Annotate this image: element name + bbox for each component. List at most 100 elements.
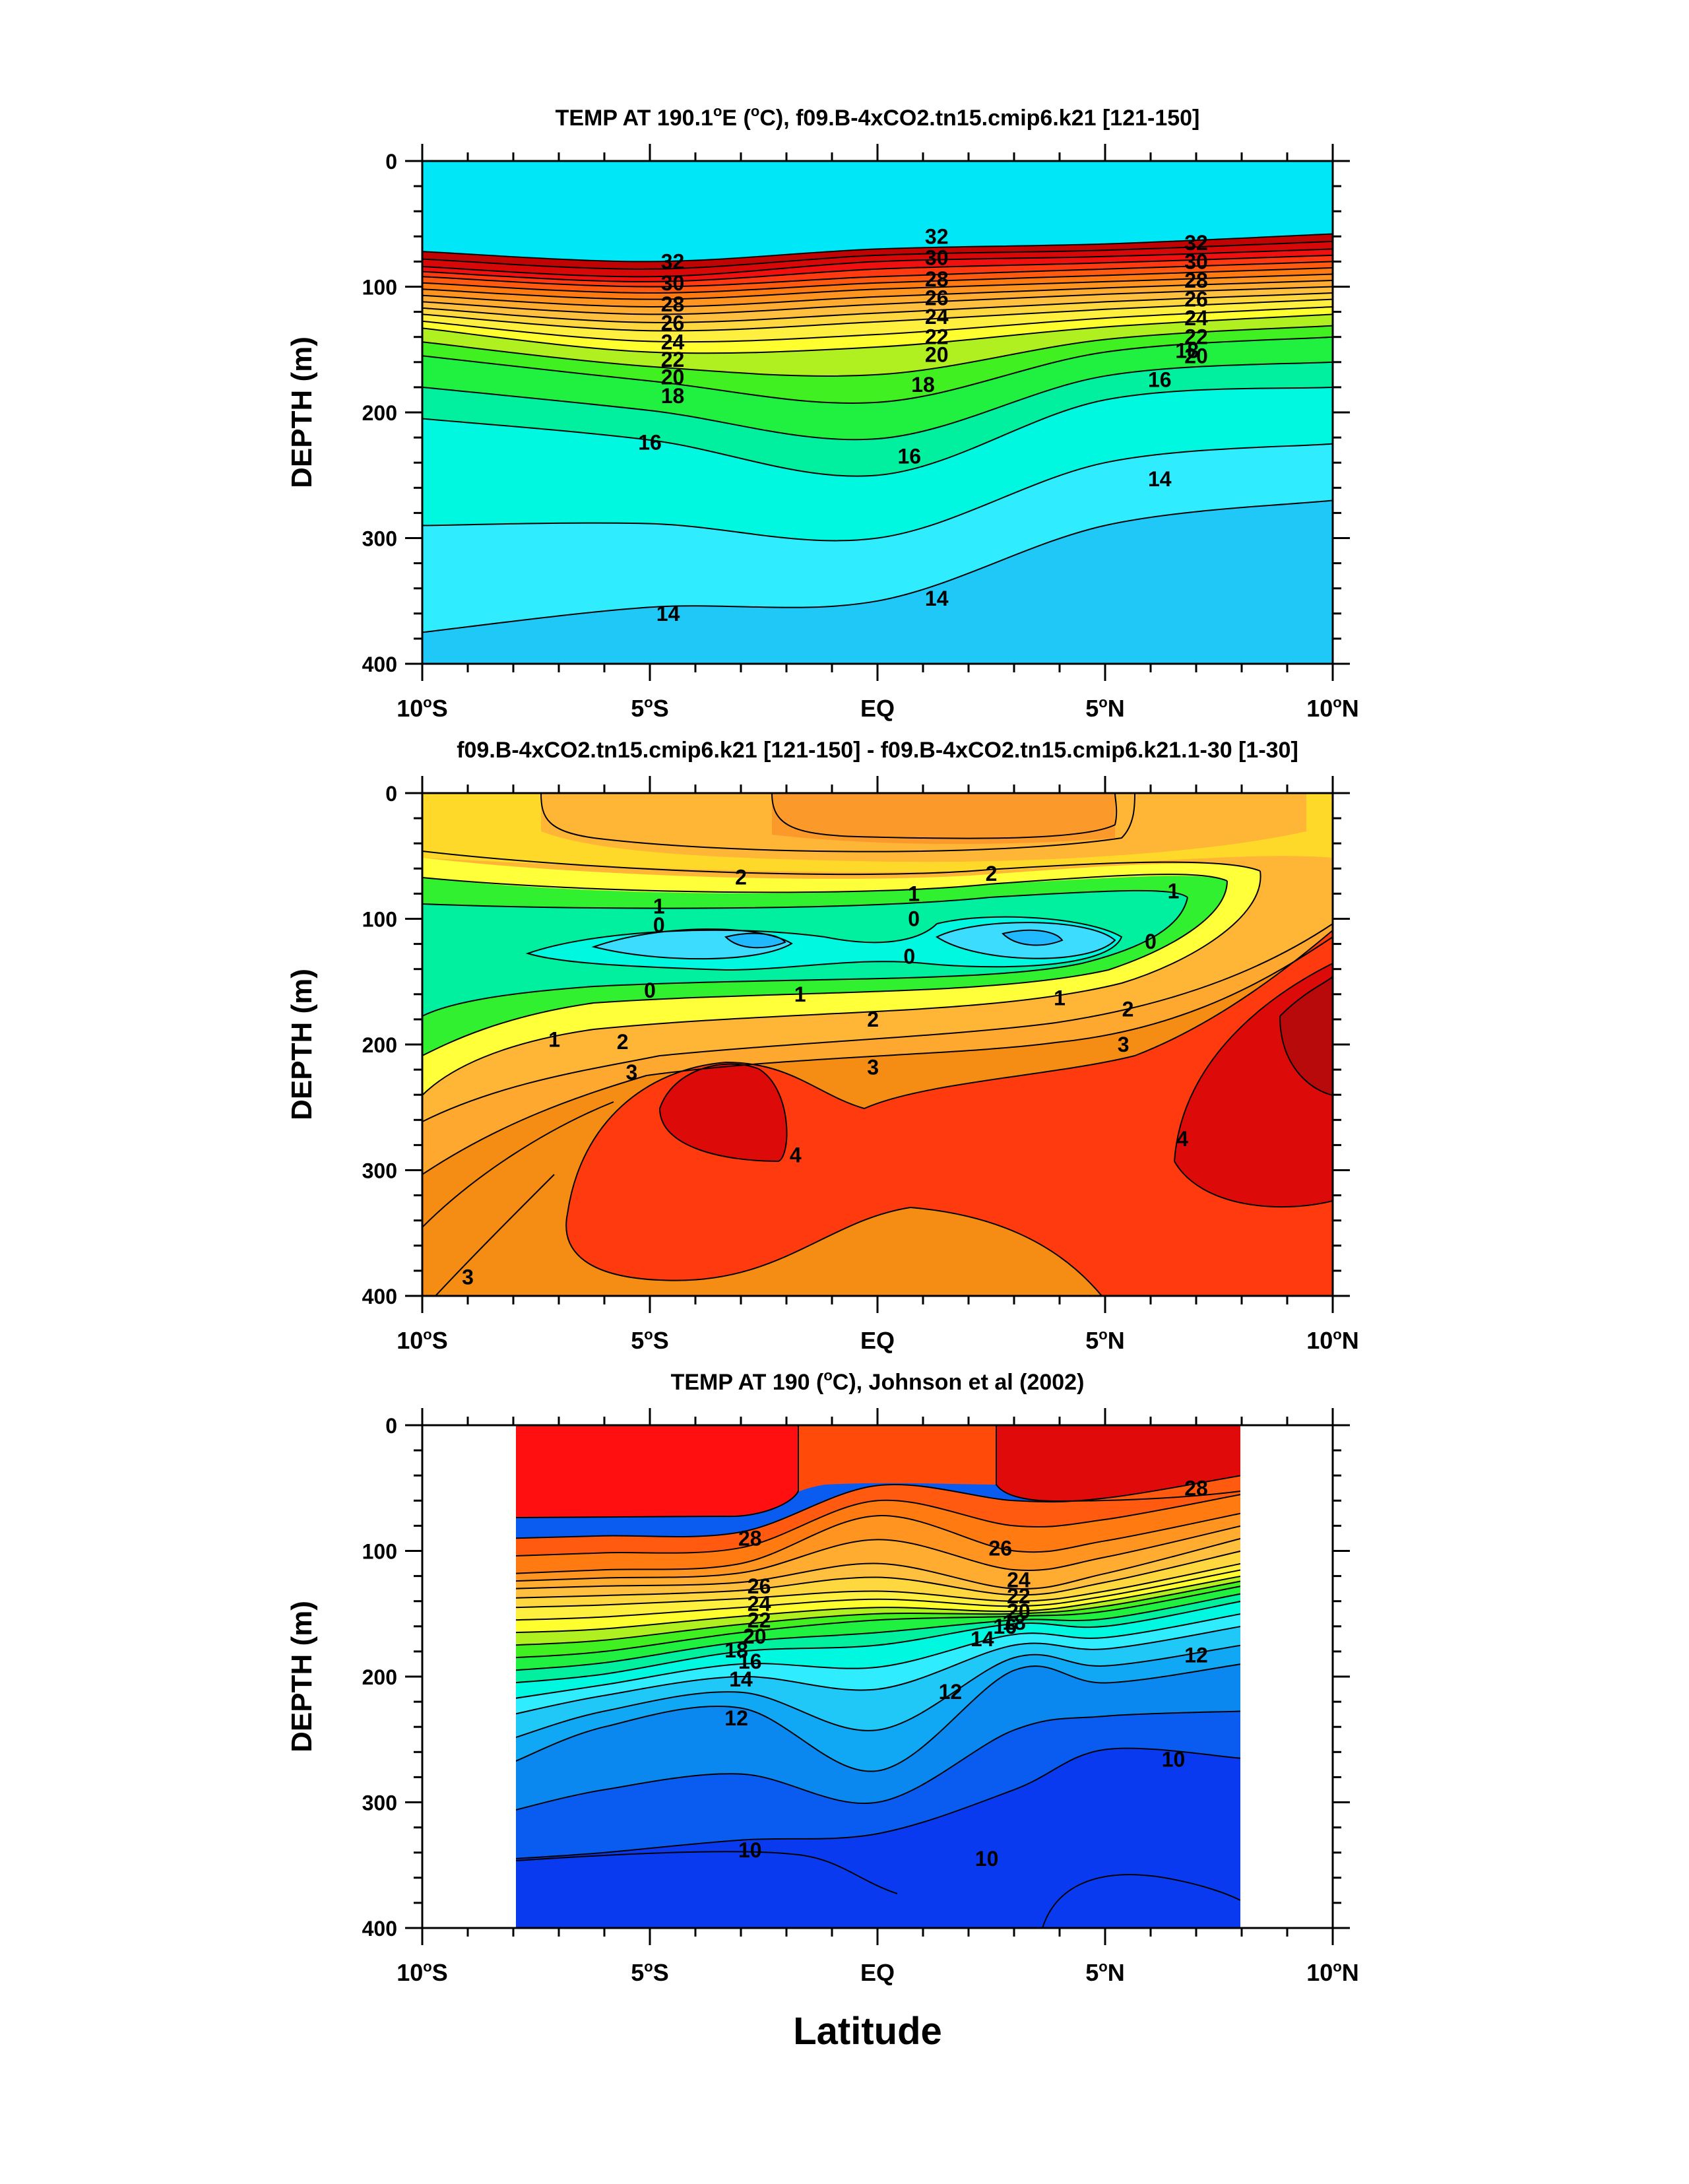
- contour-label: 12: [724, 1706, 748, 1730]
- contour-label: 32: [1184, 231, 1208, 255]
- isotherm-line-23: [516, 1550, 1240, 1599]
- contour-label: 20: [661, 366, 685, 389]
- x-tick-label: 10oN: [1306, 1326, 1359, 1354]
- contour-label: 1: [794, 982, 806, 1006]
- contour-label: 22: [1007, 1584, 1031, 1608]
- isotherm-line-30: [422, 248, 1333, 278]
- contour-label: 20: [925, 342, 949, 366]
- contour-label: 30: [661, 271, 685, 295]
- isotherm-line-20: [422, 313, 1333, 354]
- contour-label: 10: [738, 1838, 762, 1862]
- y-tick-label: 200: [362, 1033, 397, 1057]
- y-tick-label: 300: [362, 1159, 397, 1183]
- isotherm-line-21: [422, 306, 1333, 343]
- contour-label: 1: [548, 1027, 560, 1051]
- contour-label: 0: [903, 945, 915, 969]
- contour-label: 22: [748, 1608, 771, 1632]
- isotherm-line-24: [422, 286, 1333, 315]
- y-tick-label: 0: [385, 1414, 397, 1438]
- contour-label: 28: [738, 1526, 762, 1550]
- y-axis-label: DEPTH (m): [286, 337, 318, 488]
- contour-label: 16: [898, 445, 922, 468]
- isotherm-line-16: [422, 386, 1333, 477]
- x-tick-label: 5oS: [631, 1326, 669, 1354]
- contour-label: 2: [867, 1008, 879, 1031]
- contour-label: 26: [661, 311, 685, 335]
- isotherm-line-19: [422, 325, 1333, 377]
- isotherm-line-25: [516, 1525, 1240, 1582]
- contour-label: 20: [1007, 1599, 1031, 1623]
- y-tick-label: 400: [362, 653, 397, 676]
- contour-label: 26: [1184, 288, 1208, 311]
- contour-label: 28: [661, 292, 685, 316]
- contour-label: 16: [1148, 368, 1172, 391]
- isotherm-line-26: [516, 1512, 1240, 1574]
- x-tick-label: EQ: [860, 695, 895, 722]
- isotherm-line-10: [516, 1747, 1240, 1859]
- isotherm-line-27: [516, 1494, 1240, 1557]
- panel-3-isotherm-lines: [516, 1475, 1240, 1859]
- contour-label: 26: [925, 286, 949, 310]
- x-tick-label: 5oN: [1085, 1326, 1124, 1354]
- contour-label: 12: [1184, 1644, 1208, 1667]
- panel-2-contour-lines: [422, 793, 1333, 1296]
- contour-label: 32: [925, 224, 949, 248]
- isotherm-line-19: [516, 1580, 1240, 1646]
- isotherm-line-26: [422, 273, 1333, 300]
- isotherm-line-12: [516, 1663, 1240, 1772]
- x-tick-label: 5oN: [1085, 1958, 1124, 1986]
- isotherm-line-17: [422, 361, 1333, 441]
- panel-3-contour-labels: 2828262624242222202018181616141412121210…: [724, 1476, 1207, 1871]
- contour-label: 30: [1184, 249, 1208, 273]
- panel-1-isotherm-lines: [422, 233, 1333, 633]
- contour-label: 26: [989, 1537, 1013, 1560]
- contour-label: 1: [908, 882, 920, 905]
- y-tick-label: 300: [362, 527, 397, 551]
- contour-label: 3: [626, 1060, 638, 1084]
- y-tick-label: 200: [362, 401, 397, 425]
- contour-label: 10: [1162, 1748, 1186, 1772]
- contour-label: 2: [735, 866, 747, 889]
- contour-label: 14: [971, 1627, 994, 1651]
- x-tick-label: 10oS: [397, 694, 448, 722]
- contour-label: 1: [1168, 880, 1180, 903]
- y-tick-label: 0: [385, 150, 397, 174]
- contour-label: 22: [1184, 325, 1208, 349]
- contour-label: 20: [1184, 344, 1208, 368]
- y-tick-label: 0: [385, 782, 397, 806]
- contour-label: 18: [911, 373, 935, 397]
- isotherm-line-20: [516, 1575, 1240, 1634]
- isotherm-line-18: [516, 1586, 1240, 1659]
- x-tick-label: EQ: [860, 1959, 895, 1986]
- panel-3-observed-temperature: TEMP AT 190 (oC), Johnson et al (2002) 2…: [286, 1367, 1359, 1986]
- contour-label: 3: [1118, 1033, 1130, 1056]
- x-tick-label: 5oS: [631, 1958, 669, 1986]
- isotherm-band-14: [422, 500, 1333, 664]
- contour-label: 24: [1007, 1568, 1031, 1591]
- contour-label: 14: [729, 1667, 753, 1691]
- x-tick-label: 10oN: [1306, 694, 1359, 722]
- y-tick-label: 400: [362, 1917, 397, 1941]
- panel-1-title: TEMP AT 190.1oE (oC), f09.B-4xCO2.tn15.c…: [556, 103, 1200, 131]
- panel-3-isotherm-bands: [516, 1475, 1240, 1928]
- isotherm-line-15: [516, 1613, 1240, 1699]
- isotherm-line-13: [516, 1644, 1240, 1739]
- isotherm-line-24: [516, 1537, 1240, 1590]
- contour-label: 1: [653, 894, 665, 918]
- contour-label: 2: [1122, 998, 1134, 1021]
- contour-label: 18: [1002, 1611, 1026, 1634]
- isotherm-line-18: [422, 336, 1333, 404]
- isotherm-line-28: [516, 1475, 1240, 1539]
- contour-label: 1: [1054, 986, 1066, 1010]
- contour-label: 3: [867, 1055, 879, 1079]
- contour-label: 16: [738, 1650, 762, 1673]
- isotherm-line-21: [516, 1569, 1240, 1621]
- contour-label: 18: [1175, 339, 1199, 363]
- x-tick-label: 10oN: [1306, 1958, 1359, 1986]
- y-tick-label: 300: [362, 1791, 397, 1815]
